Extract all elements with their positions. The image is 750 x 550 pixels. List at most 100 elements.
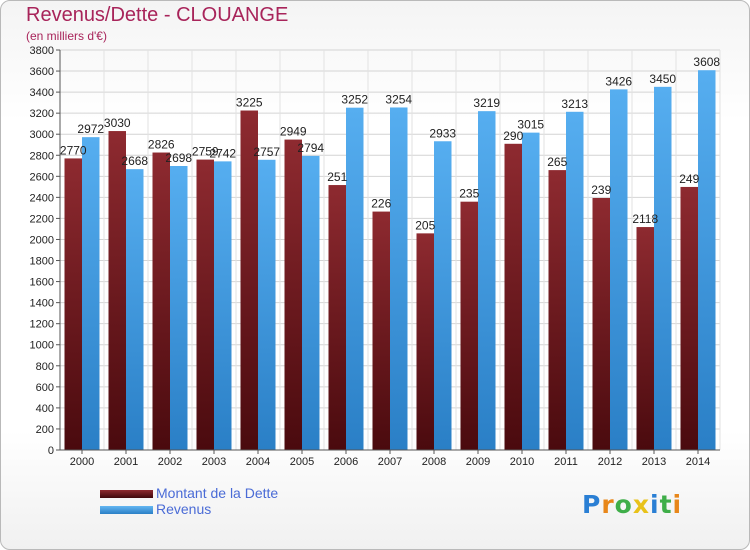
data-label-revenus: 2794 bbox=[297, 141, 324, 155]
y-tick-label: 1800 bbox=[30, 256, 54, 268]
bar-dette bbox=[416, 233, 434, 450]
logo-letter: i bbox=[650, 490, 660, 519]
bar-revenus bbox=[566, 111, 584, 450]
data-label-dette: 251 bbox=[327, 170, 347, 184]
y-tick-label: 800 bbox=[36, 361, 54, 373]
data-label-revenus: 3254 bbox=[385, 92, 412, 106]
bar-revenus bbox=[302, 155, 320, 451]
bar-revenus bbox=[346, 107, 364, 451]
logo-letter: t bbox=[659, 490, 673, 519]
bar-revenus bbox=[390, 107, 408, 450]
y-tick-label: 0 bbox=[48, 445, 54, 457]
y-tick-label: 3600 bbox=[30, 66, 54, 78]
y-tick-label: 3000 bbox=[30, 129, 54, 141]
legend-swatch-revenus bbox=[100, 506, 153, 514]
bar-dette bbox=[328, 185, 346, 451]
data-label-revenus: 3426 bbox=[605, 74, 632, 88]
x-tick-label: 2010 bbox=[510, 456, 534, 468]
y-tick-label: 1200 bbox=[30, 319, 54, 331]
data-label-dette: 2759 bbox=[192, 145, 219, 159]
bar-revenus bbox=[654, 86, 672, 450]
bar-revenus bbox=[610, 89, 628, 451]
legend-label-dette: Montant de la Dette bbox=[156, 485, 279, 501]
data-label-dette: 265 bbox=[547, 155, 567, 169]
legend-swatch-dette bbox=[100, 490, 153, 498]
y-tick-label: 1600 bbox=[30, 277, 54, 289]
bar-revenus bbox=[170, 166, 188, 450]
x-tick-label: 2005 bbox=[290, 456, 314, 468]
y-tick-label: 400 bbox=[36, 403, 54, 415]
data-label-dette: 205 bbox=[415, 218, 435, 232]
y-tick-label: 2800 bbox=[30, 150, 54, 162]
y-tick-label: 2600 bbox=[30, 171, 54, 183]
data-label-revenus: 3252 bbox=[341, 93, 368, 107]
axes: 0 200 400 600 800 1000 1200 1400 1600 1800 2000 220… bbox=[30, 45, 720, 468]
data-label-dette: 249 bbox=[679, 172, 699, 186]
bar-revenus bbox=[258, 159, 276, 450]
y-tick-label: 600 bbox=[36, 382, 54, 394]
data-label-dette: 235 bbox=[459, 187, 479, 201]
chart-subtitle: (en milliers d'€) bbox=[26, 29, 107, 43]
x-tick-label: 2013 bbox=[642, 456, 666, 468]
data-label-revenus: 3015 bbox=[517, 118, 544, 132]
data-label-dette: 2949 bbox=[280, 125, 307, 139]
data-label-dette: 3030 bbox=[104, 116, 131, 130]
y-tick-label: 1000 bbox=[30, 340, 54, 352]
bar-revenus bbox=[214, 161, 232, 451]
bar-dette bbox=[460, 201, 478, 450]
x-tick-label: 2004 bbox=[246, 456, 270, 468]
bar-dette bbox=[152, 152, 170, 451]
y-tick-label: 1400 bbox=[30, 298, 54, 310]
x-tick-label: 2003 bbox=[202, 456, 226, 468]
bar-dette bbox=[240, 110, 258, 451]
data-label-dette: 2118 bbox=[632, 212, 658, 226]
bar-dette bbox=[196, 159, 214, 450]
y-tick-label: 2000 bbox=[30, 234, 54, 246]
y-tick-label: 3800 bbox=[30, 45, 54, 57]
bar-revenus bbox=[434, 141, 452, 450]
bar-dette bbox=[504, 143, 522, 450]
bar-revenus bbox=[82, 137, 100, 450]
data-label-revenus: 2668 bbox=[121, 154, 148, 168]
data-label-dette: 239 bbox=[591, 183, 611, 197]
bar-revenus bbox=[522, 132, 540, 450]
logo-letter: i bbox=[672, 490, 683, 519]
x-tick-label: 2009 bbox=[466, 456, 490, 468]
data-label-dette: 290 bbox=[503, 129, 523, 143]
x-tick-label: 2000 bbox=[70, 456, 94, 468]
chart-title: Revenus/Dette - CLOUANGE bbox=[26, 4, 289, 26]
bar-dette bbox=[680, 186, 698, 450]
data-label-dette: 2770 bbox=[60, 143, 87, 157]
bar-dette bbox=[64, 158, 82, 450]
bars bbox=[64, 70, 716, 451]
bar-revenus bbox=[698, 70, 716, 451]
proxiti-logo: Proxiti bbox=[582, 490, 682, 519]
y-tick-label: 3400 bbox=[30, 87, 54, 99]
data-label-revenus: 3450 bbox=[649, 72, 676, 86]
y-tick-label: 3200 bbox=[30, 108, 54, 120]
data-label-revenus: 2972 bbox=[77, 122, 104, 136]
bar-dette bbox=[548, 170, 566, 450]
x-tick-label: 2007 bbox=[378, 456, 402, 468]
data-label-dette: 226 bbox=[371, 197, 391, 211]
data-label-revenus: 3213 bbox=[561, 97, 588, 111]
bar-dette bbox=[636, 227, 654, 450]
legend-label-revenus: Revenus bbox=[156, 501, 212, 517]
y-tick-label: 2200 bbox=[30, 213, 54, 225]
x-tick-label: 2014 bbox=[686, 456, 710, 468]
bar-dette bbox=[592, 198, 610, 450]
data-label-revenus: 2742 bbox=[209, 146, 236, 160]
data-label-revenus: 2757 bbox=[253, 145, 280, 159]
bar-dette bbox=[284, 139, 302, 450]
data-label-revenus: 2933 bbox=[429, 126, 456, 140]
bar-dette bbox=[108, 131, 126, 451]
y-tick-label: 200 bbox=[36, 424, 54, 436]
y-tick-label: 2400 bbox=[30, 192, 54, 204]
x-tick-label: 2001 bbox=[114, 456, 138, 468]
data-label-revenus: 3219 bbox=[473, 96, 500, 110]
logo-letter: P bbox=[582, 490, 602, 519]
logo-letter: x bbox=[632, 490, 650, 519]
data-label-revenus: 2698 bbox=[165, 151, 192, 165]
